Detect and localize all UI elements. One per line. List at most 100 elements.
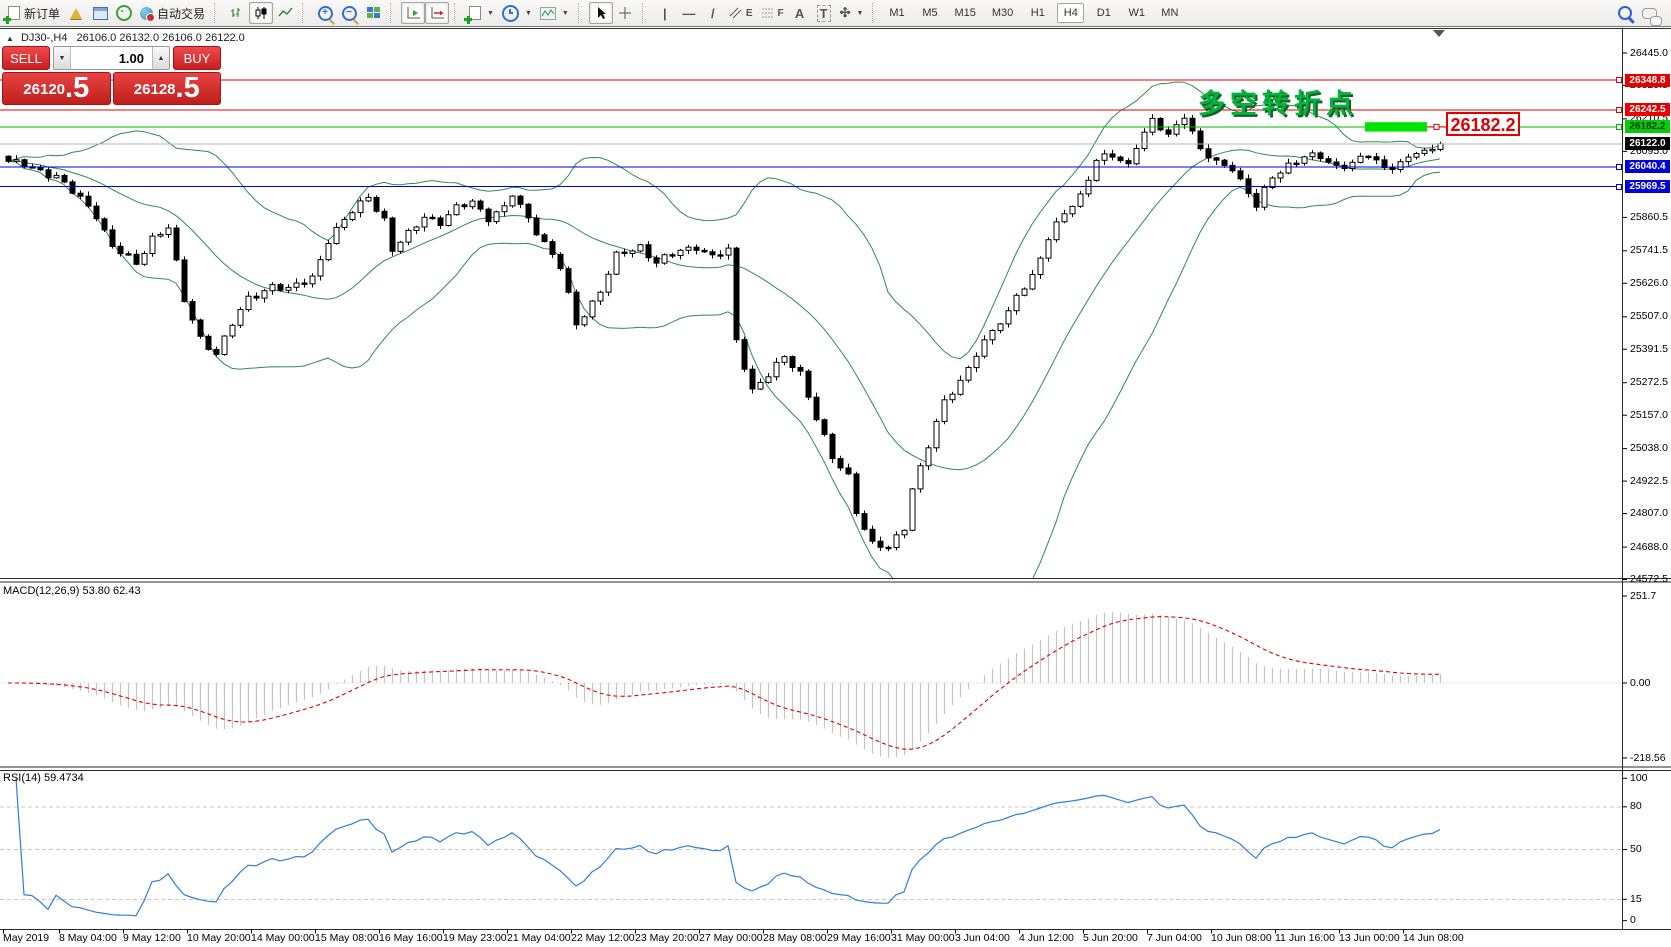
- time-tick-label: 27 May 00:00: [699, 932, 763, 944]
- price-tick-label: 24688.0: [1630, 540, 1668, 553]
- radar-icon: [116, 5, 133, 21]
- time-tick-label: 31 May 00:00: [891, 932, 955, 944]
- new-order-button[interactable]: 新订单: [3, 2, 64, 24]
- chevron-down-icon: ▼: [856, 9, 864, 17]
- bid-price-display[interactable]: 26120 .5: [2, 72, 111, 105]
- time-tick-label: 13 Jun 00:00: [1339, 932, 1400, 944]
- candlestick-icon: [255, 7, 267, 19]
- tab-timeframe-M30[interactable]: M30: [991, 7, 1014, 19]
- main-toolbar: 新订单 自动交易 + − ▼ ▼ ▼: [0, 0, 1671, 27]
- tab-timeframe-D1[interactable]: D1: [1096, 7, 1111, 19]
- text-label-tool-button[interactable]: T: [812, 2, 836, 24]
- tile-windows-button[interactable]: [361, 2, 385, 24]
- tab-timeframe-M15[interactable]: M15: [954, 7, 976, 19]
- fibonacci-letter: F: [777, 7, 784, 19]
- channel-tool-button[interactable]: E: [725, 2, 757, 24]
- macd-tick-label: 251.7: [1630, 589, 1657, 602]
- cursor-tool-button[interactable]: [588, 2, 613, 24]
- search-button[interactable]: [1613, 2, 1637, 24]
- price-tick-label: 25507.0: [1630, 310, 1668, 323]
- crosshair-tool-button[interactable]: [613, 2, 637, 24]
- profiles-button[interactable]: [64, 2, 88, 24]
- macd-tick-label: -218.56: [1630, 751, 1666, 764]
- price-tick-label: 25391.5: [1630, 342, 1668, 355]
- price-tick-label: 25626.0: [1630, 276, 1668, 289]
- symbol-info-line: ▲ DJ30-,H4 26106.0 26132.0 26106.0 26122…: [6, 32, 245, 44]
- templates-button[interactable]: ▼: [536, 2, 573, 24]
- price-line-label: 26040.4: [1625, 160, 1670, 174]
- timeframe-toolbar: M1 M5 M15 M30 H1 H4 D1 W1 MN: [883, 3, 1183, 23]
- template-icon: [539, 6, 556, 20]
- indicators-button[interactable]: ▼: [464, 2, 498, 24]
- price-callout-box[interactable]: 26182.2: [1446, 112, 1520, 136]
- line-label-connector: [1616, 106, 1622, 113]
- bar-chart-button[interactable]: [225, 2, 249, 24]
- line-label-connector: [1616, 123, 1622, 130]
- cursor-icon: [597, 7, 606, 19]
- toolbar-separator: [214, 3, 221, 23]
- price-tick-label: 24922.5: [1630, 474, 1668, 487]
- candlestick-chart-button[interactable]: [249, 2, 274, 24]
- vertical-line-tool-button[interactable]: |: [653, 2, 677, 24]
- tab-timeframe-M5[interactable]: M5: [922, 7, 938, 19]
- profiles-icon: [70, 7, 83, 19]
- chart-annotation-text[interactable]: 多空转折点: [1198, 89, 1358, 119]
- tab-timeframe-W1[interactable]: W1: [1128, 7, 1146, 19]
- autotrading-button[interactable]: 自动交易: [136, 2, 209, 24]
- price-tick-label: 25157.0: [1630, 408, 1668, 421]
- periods-button[interactable]: ▼: [498, 2, 536, 24]
- trendline-icon: /: [711, 5, 715, 21]
- autotrading-icon: [140, 6, 156, 22]
- line-label-connector: [1616, 77, 1622, 84]
- time-tick-label: 19 May 23:00: [443, 932, 507, 944]
- volume-increase-button[interactable]: ▲: [152, 47, 169, 69]
- chevron-down-icon: ▼: [487, 9, 494, 17]
- time-tick-label: 14 May 00:00: [251, 932, 315, 944]
- macd-tick-label: 0.00: [1630, 676, 1651, 689]
- volume-input[interactable]: 1.00: [118, 50, 144, 66]
- chat-button[interactable]: [1637, 2, 1662, 26]
- price-line-label: 26242.5: [1625, 103, 1670, 117]
- time-tick-label: 7 Jun 04:00: [1147, 932, 1202, 944]
- channel-icon: [729, 7, 742, 19]
- panel-collapse-icon[interactable]: ▲: [6, 34, 14, 43]
- zoom-in-button[interactable]: +: [313, 2, 337, 24]
- fibonacci-icon: [761, 8, 773, 18]
- time-tick-label: 15 May 08:00: [315, 932, 379, 944]
- tab-timeframe-H1[interactable]: H1: [1030, 7, 1045, 19]
- chart-shift-button[interactable]: [425, 2, 450, 24]
- text-tool-icon: A: [794, 5, 805, 21]
- price-line-label: 26348.8: [1625, 73, 1670, 87]
- chevron-down-icon: ▼: [561, 9, 569, 17]
- tab-timeframe-H4[interactable]: H4: [1057, 3, 1085, 23]
- zoom-out-icon: −: [341, 5, 357, 21]
- text-tool-button[interactable]: A: [788, 2, 812, 24]
- toolbar-separator: [302, 3, 309, 23]
- tab-timeframe-M1[interactable]: M1: [889, 7, 905, 19]
- fibonacci-tool-button[interactable]: F: [757, 2, 788, 24]
- trendline-tool-button[interactable]: /: [701, 2, 725, 24]
- arrows-tool-button[interactable]: ✣ ▼: [836, 2, 868, 24]
- line-chart-button[interactable]: [273, 2, 297, 24]
- depth-of-market-button[interactable]: [112, 2, 136, 24]
- time-tick-label: 10 Jun 08:00: [1211, 932, 1272, 944]
- auto-scroll-button[interactable]: [401, 2, 426, 24]
- ask-price-display[interactable]: 26128 .5: [112, 72, 221, 105]
- sell-button[interactable]: SELL: [2, 46, 50, 70]
- new-chart-button[interactable]: [88, 2, 112, 24]
- chart-window-icon: [92, 6, 108, 20]
- zoom-out-button[interactable]: −: [337, 2, 361, 24]
- price-tick-label: 25741.5: [1630, 244, 1668, 257]
- time-tick-label: 21 May 04:00: [507, 932, 571, 944]
- time-tick-label: 23 May 20:00: [635, 932, 699, 944]
- volume-decrease-button[interactable]: ▼: [54, 47, 71, 69]
- chevron-down-icon: ▼: [524, 9, 532, 17]
- time-tick-label: 14 Jun 08:00: [1403, 932, 1464, 944]
- time-tick-label: 28 May 08:00: [763, 932, 827, 944]
- horizontal-line-tool-button[interactable]: —: [677, 2, 701, 24]
- tab-timeframe-MN[interactable]: MN: [1161, 7, 1179, 19]
- price-tick-label: 25860.5: [1630, 210, 1668, 223]
- chat-icon: [1641, 7, 1662, 26]
- buy-button[interactable]: BUY: [173, 46, 221, 70]
